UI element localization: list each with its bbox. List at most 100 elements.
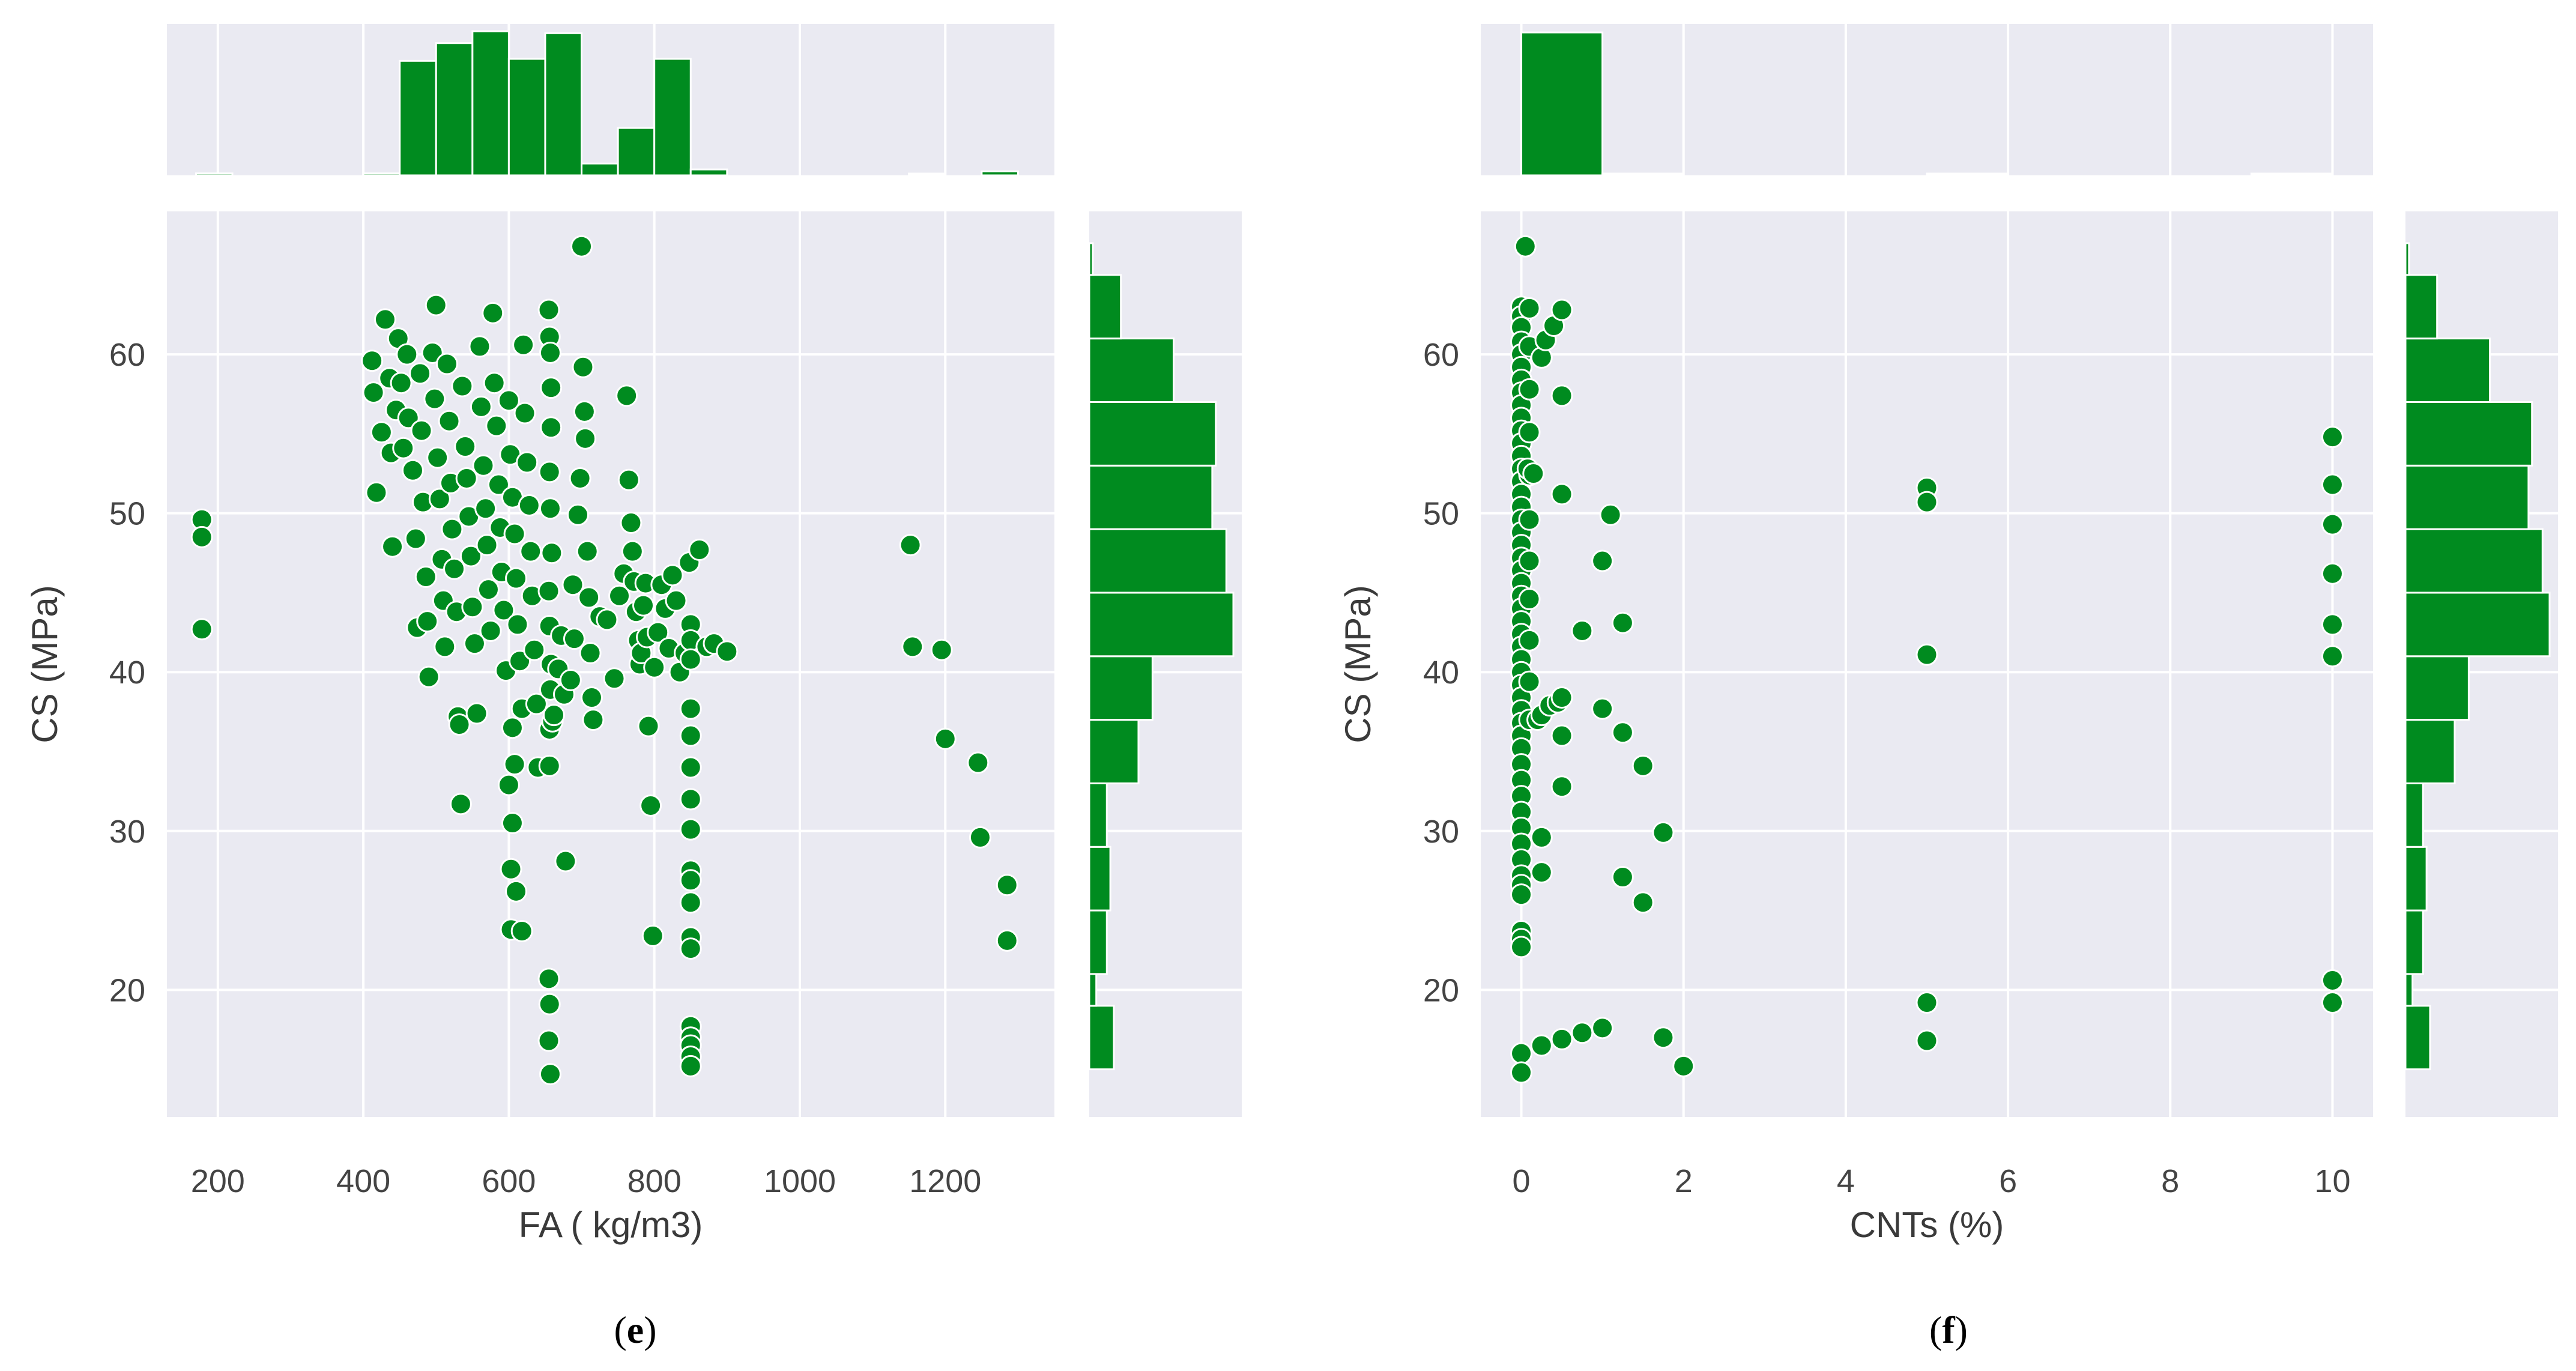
scatter-point	[500, 858, 522, 880]
scatter-point	[537, 580, 560, 602]
scatter-point	[365, 481, 388, 504]
top-hist-bar	[362, 172, 401, 177]
x-tick-labels: 0 2 4 6 8 10	[1513, 1163, 2351, 1199]
scatter-point	[679, 756, 702, 779]
x-tick-label: 4	[1837, 1163, 1855, 1199]
scatter-point	[482, 301, 504, 324]
scatter-point	[679, 869, 702, 892]
scatter-point	[1550, 775, 1573, 798]
scatter-point	[632, 594, 655, 617]
scatter-point	[525, 692, 548, 715]
side-hist-bar	[2404, 528, 2544, 594]
scatter-point	[361, 350, 384, 372]
scatter-point	[1915, 643, 1938, 666]
scatter-point	[1518, 629, 1541, 652]
caption-close-paren: )	[1955, 1309, 1968, 1351]
scatter-point	[1514, 235, 1537, 258]
scatter-point	[537, 967, 560, 990]
side-hist-bar	[2404, 973, 2414, 1007]
scatter-point	[643, 656, 666, 679]
panel-e: 200 400 600 800 1000 1200 20 30 40 50 60 FA ( kg/…	[25, 24, 1242, 1351]
scatter-point	[1591, 697, 1614, 720]
y-tick-label: 50	[1423, 496, 1459, 532]
x-tick-label: 6	[1999, 1163, 2017, 1199]
scatter-point	[503, 753, 526, 776]
top-hist-bar	[399, 59, 437, 177]
scatter-point	[428, 488, 451, 510]
x-tick-label: 400	[336, 1163, 390, 1199]
scatter-point	[1550, 483, 1573, 506]
scatter-point	[414, 565, 437, 588]
scatter-point	[539, 341, 561, 364]
scatter-point	[639, 794, 662, 817]
scatter-point	[579, 641, 602, 664]
side-hist-bar	[2404, 909, 2424, 975]
scatter-point	[539, 497, 561, 520]
scatter-point	[2321, 426, 2344, 449]
scatter-point	[459, 545, 482, 567]
scatter-point	[679, 937, 702, 960]
scatter-point	[190, 618, 213, 641]
scatter-point	[1571, 1021, 1594, 1044]
scatter-point	[448, 713, 471, 736]
side-hist-bar	[1088, 782, 1108, 848]
scatter-point	[563, 628, 585, 650]
scatter-point	[381, 535, 404, 558]
x-tick-label: 800	[627, 1163, 682, 1199]
scatter-point	[559, 668, 582, 691]
scatter-point	[901, 635, 924, 658]
panel-f: 0 2 4 6 8 10 20 30 40 50 60 CNTs (%) CS (MPa) (f)	[1338, 24, 2558, 1351]
scatter-point	[1915, 1029, 1938, 1052]
top-histogram	[195, 30, 1019, 177]
scatter-point	[538, 461, 561, 483]
scatter-point	[1522, 462, 1545, 485]
scatter-point	[396, 343, 419, 366]
scatter-point	[576, 540, 599, 563]
scatter-point	[468, 335, 491, 358]
scatter-point	[474, 497, 497, 520]
scatter-point	[573, 400, 596, 423]
x-axis-label: CNTs (%)	[1850, 1205, 2004, 1245]
scatter-point	[362, 381, 385, 404]
scatter-point	[679, 724, 702, 747]
scatter-points	[190, 235, 1018, 1086]
scatter-point	[1611, 721, 1634, 744]
caption-close-paren: )	[644, 1309, 656, 1351]
caption-letter: e	[627, 1309, 644, 1351]
panel-caption: (e)	[614, 1309, 656, 1351]
x-axis-label: FA ( kg/m3)	[519, 1205, 703, 1245]
scatter-point	[581, 686, 603, 709]
scatter-point	[519, 540, 542, 563]
top-hist-bar	[689, 168, 728, 177]
scatter-point	[1510, 1042, 1533, 1065]
side-hist-bar	[2404, 242, 2410, 276]
scatter-point	[647, 621, 670, 644]
top-hist-bar	[507, 58, 546, 177]
scatter-point	[1611, 866, 1634, 889]
scatter-point	[572, 356, 594, 378]
side-hist-bar	[1088, 1005, 1115, 1071]
scatter-point	[1518, 421, 1541, 444]
scatter-point	[679, 648, 702, 671]
side-hist-bar	[2404, 1005, 2431, 1071]
scatter-point	[969, 826, 991, 849]
x-tick-label: 2	[1675, 1163, 1693, 1199]
side-hist-bar	[2404, 846, 2428, 912]
scatter-point	[409, 362, 432, 385]
x-tick-label: 0	[1513, 1163, 1531, 1199]
scatter-point	[2321, 645, 2344, 668]
top-hist-bar	[908, 172, 946, 177]
scatter-point	[996, 874, 1018, 897]
scatter-point	[472, 454, 495, 477]
y-tick-labels: 20 30 40 50 60	[1423, 337, 1459, 1008]
side-hist-bar	[1088, 274, 1122, 340]
caption-open-paren: (	[614, 1309, 626, 1351]
scatter-point	[540, 416, 563, 439]
scatter-point	[2321, 613, 2344, 636]
scatter-point	[540, 377, 563, 399]
scatter-point	[470, 395, 492, 418]
scatter-point	[1550, 724, 1573, 747]
scatter-point	[463, 632, 486, 655]
x-tick-label: 600	[482, 1163, 536, 1199]
